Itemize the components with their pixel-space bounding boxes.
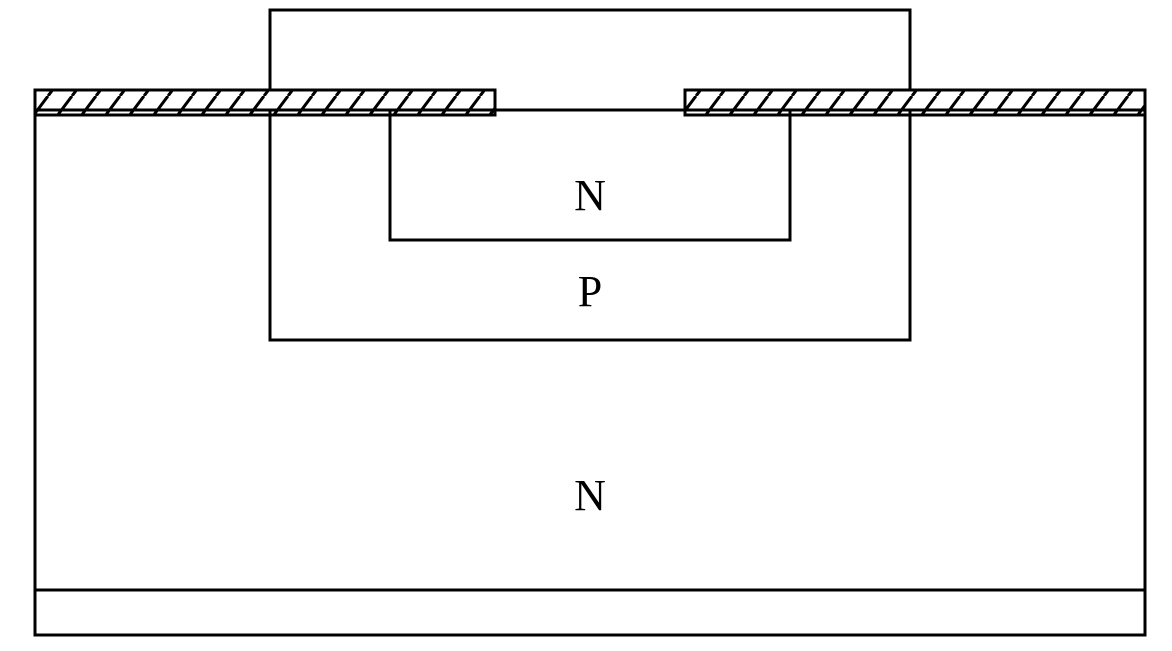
gate-electrode bbox=[270, 10, 910, 90]
oxide-left bbox=[35, 90, 495, 115]
label-n_substrate: N bbox=[574, 471, 606, 520]
label-p_well: P bbox=[578, 267, 602, 316]
label-n_emitter: N bbox=[574, 171, 606, 220]
oxide-right bbox=[685, 90, 1145, 115]
